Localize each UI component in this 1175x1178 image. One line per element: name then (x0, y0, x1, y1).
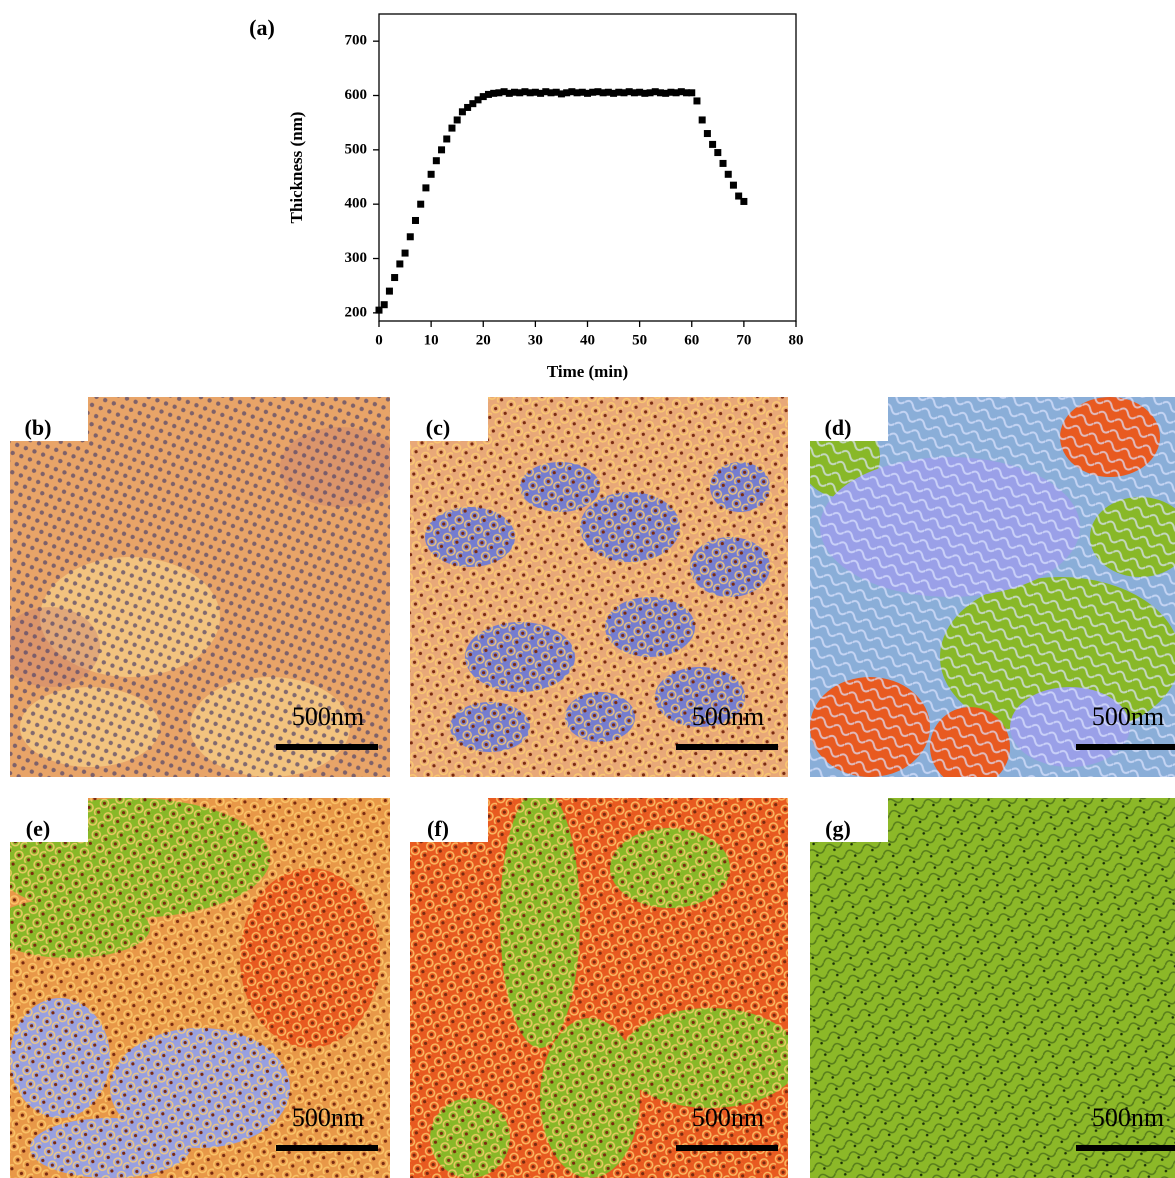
micrograph: (e) 500nm (0, 798, 390, 1178)
data-point (714, 149, 721, 156)
micrographs: (b) 500nm (c) 500nm (d) 500nm (e) 500nm (f) 500nm… (0, 397, 1175, 1178)
data-point (386, 288, 393, 295)
data-point (428, 171, 435, 178)
scale-bar-label: 500nm (1092, 1103, 1164, 1132)
figure: (a) Time (min) Thickness (nm) 0 10 20 30 40 50 60… (0, 0, 1175, 1178)
scale-bar-label: 500nm (692, 702, 764, 731)
panel-label: (f) (427, 816, 449, 841)
scale-bar (1076, 744, 1175, 750)
chart-a: (a) Time (min) Thickness (nm) 0 10 20 30 40 50 60… (249, 14, 803, 381)
data-point (412, 217, 419, 224)
data-point (402, 250, 409, 257)
scale-bar (676, 1145, 778, 1151)
data-point (417, 201, 424, 208)
data-point (443, 135, 450, 142)
y-axis-label: Thickness (nm) (287, 112, 306, 224)
data-point (448, 125, 455, 132)
plot-frame (379, 14, 796, 321)
panel-label: (b) (25, 415, 52, 440)
x-tick-label: 30 (528, 332, 543, 348)
scale-bar-label: 500nm (292, 702, 364, 731)
data-point (725, 171, 732, 178)
data-point (693, 97, 700, 104)
data-point (407, 233, 414, 240)
data-point (704, 130, 711, 137)
y-tick-label: 300 (345, 250, 368, 266)
data-point (433, 157, 440, 164)
x-tick-label: 40 (580, 332, 595, 348)
micrograph: (f) 500nm (410, 788, 800, 1178)
x-axis-label: Time (min) (547, 362, 628, 381)
data-point (720, 160, 727, 167)
scale-bar (276, 744, 378, 750)
data-point (699, 116, 706, 123)
x-tick-label: 50 (632, 332, 647, 348)
scale-bar (276, 1145, 378, 1151)
y-tick-label: 400 (345, 196, 368, 212)
micrograph: (d) 500nm (800, 397, 1175, 787)
panel-label: (c) (426, 415, 450, 440)
panel-label: (e) (26, 816, 50, 841)
x-tick-label: 0 (375, 332, 383, 348)
x-tick-label: 80 (789, 332, 804, 348)
data-point (740, 198, 747, 205)
data-point (438, 146, 445, 153)
data-point (391, 274, 398, 281)
x-tick-label: 60 (684, 332, 699, 348)
scale-bar (676, 744, 778, 750)
data-point (730, 182, 737, 189)
label-box (410, 798, 488, 842)
micrograph: (b) 500nm (0, 397, 400, 777)
y-tick-label: 500 (345, 141, 368, 157)
data-point (454, 116, 461, 123)
data-point (688, 89, 695, 96)
micrograph: (c) 500nm (410, 397, 788, 777)
micrograph: (g) 500nm (810, 798, 1175, 1178)
scale-bar-label: 500nm (1092, 702, 1164, 731)
data-point (396, 260, 403, 267)
scale-bar-label: 500nm (292, 1103, 364, 1132)
panel-label: (a) (249, 15, 275, 40)
y-tick-label: 600 (345, 87, 368, 103)
panel-label: (d) (825, 415, 852, 440)
x-tick-label: 20 (476, 332, 491, 348)
scale-bar-label: 500nm (692, 1103, 764, 1132)
data-point (709, 141, 716, 148)
x-tick-label: 70 (736, 332, 751, 348)
y-tick-label: 700 (345, 33, 368, 49)
scale-bar (1076, 1145, 1175, 1151)
data-point (422, 184, 429, 191)
x-tick-label: 10 (424, 332, 439, 348)
y-tick-label: 200 (345, 304, 368, 320)
panel-label: (g) (825, 816, 851, 841)
data-point (381, 301, 388, 308)
